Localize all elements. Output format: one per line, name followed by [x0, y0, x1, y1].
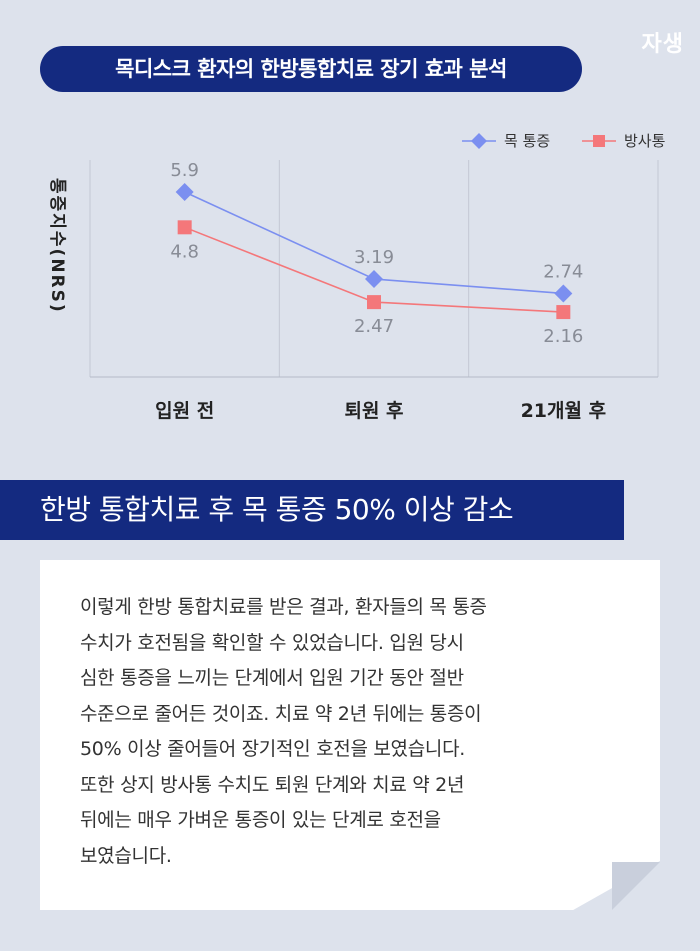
body-line: 수치가 호전됨을 확인할 수 있었습니다. 입원 당시	[80, 631, 464, 654]
legend-marker	[471, 133, 487, 149]
brand-logo: 자생	[641, 32, 684, 57]
line-chart: 입원 전 퇴원 후 21개월 후 통증지수(NRS) 5.9 3.19 2.74 4.8 2.…	[47, 132, 665, 422]
data-label: 4.8	[170, 241, 199, 262]
legend-marker	[593, 135, 605, 147]
headline-banner: 한방 통합치료 후 목 통증 50% 이상 감소	[0, 480, 624, 540]
body-line: 50% 이상 줄어들어 장기적인 호전을 보였습니다.	[80, 738, 466, 760]
text-card	[40, 560, 660, 910]
data-point	[175, 183, 194, 201]
page-title: 목디스크 환자의 한방통합치료 장기 효과 분석	[40, 46, 582, 92]
body-line: 보였습니다.	[80, 844, 172, 867]
legend-label: 방사통	[624, 132, 665, 150]
data-point	[556, 305, 571, 320]
y-axis-label: 통증지수(NRS)	[47, 178, 67, 314]
data-label: 2.74	[543, 261, 583, 282]
legend-label: 목 통증	[504, 132, 550, 150]
data-label: 2.47	[354, 316, 394, 337]
data-label: 2.16	[543, 326, 583, 347]
body-line: 수준으로 줄어든 것이죠. 치료 약 2년 뒤에는 통증이	[80, 702, 482, 725]
data-point	[367, 295, 381, 310]
body-line: 심한 통증을 느끼는 단계에서 입원 기간 동안 절반	[80, 667, 464, 689]
x-tick-label: 21개월 후	[521, 400, 607, 422]
data-point	[554, 284, 573, 303]
data-label: 3.19	[354, 247, 394, 268]
body-line: 또한 상지 방사통 수치도 퇴원 단계와 치료 약 2년	[80, 773, 465, 796]
body-line: 뒤에는 매우 가벼운 통증이 있는 단계로 호전을	[80, 809, 441, 831]
x-tick-label: 입원 전	[155, 400, 214, 422]
data-point	[177, 220, 192, 235]
data-label: 5.9	[170, 160, 199, 181]
body-line: 이렇게 한방 통합치료를 받은 결과, 환자들의 목 통증	[80, 596, 487, 618]
body-paragraph: 이렇게 한방 통합치료를 받은 결과, 환자들의 목 통증 수치가 호전됨을 확…	[80, 590, 640, 874]
data-point	[365, 270, 383, 288]
x-tick-label: 퇴원 후	[344, 400, 403, 422]
